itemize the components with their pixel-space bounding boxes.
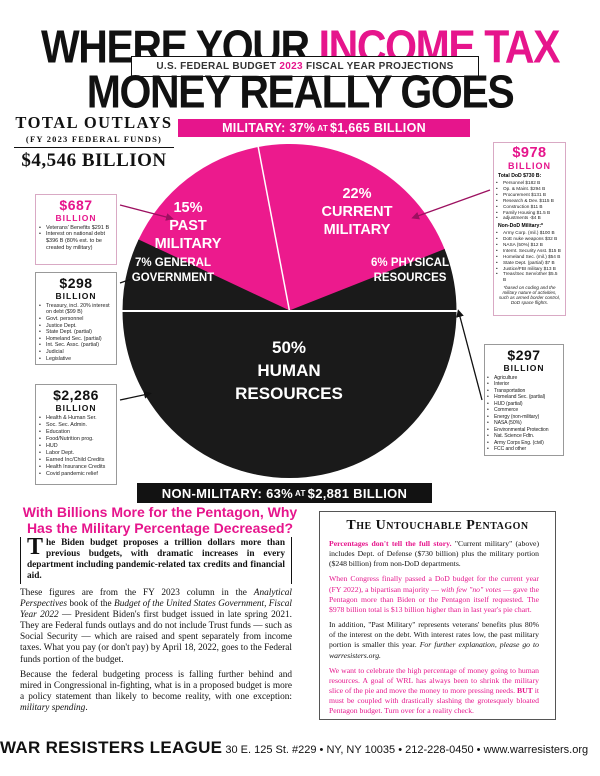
svg-text:MILITARY: MILITARY <box>155 236 222 252</box>
svg-text:CURRENT: CURRENT <box>322 204 393 220</box>
svg-text:7% GENERAL: 7% GENERAL <box>135 257 211 269</box>
svg-text:6% PHYSICAL: 6% PHYSICAL <box>371 257 449 269</box>
svg-text:RESOURCES: RESOURCES <box>374 272 447 284</box>
svg-text:HUMAN: HUMAN <box>257 361 320 380</box>
svg-text:GOVERNMENT: GOVERNMENT <box>132 272 214 284</box>
svg-text:MILITARY: MILITARY <box>324 222 391 238</box>
svg-text:RESOURCES: RESOURCES <box>235 384 343 403</box>
svg-text:22%: 22% <box>342 186 371 202</box>
svg-text:PAST: PAST <box>169 218 207 234</box>
svg-text:15%: 15% <box>173 200 202 216</box>
svg-text:50%: 50% <box>272 338 306 357</box>
